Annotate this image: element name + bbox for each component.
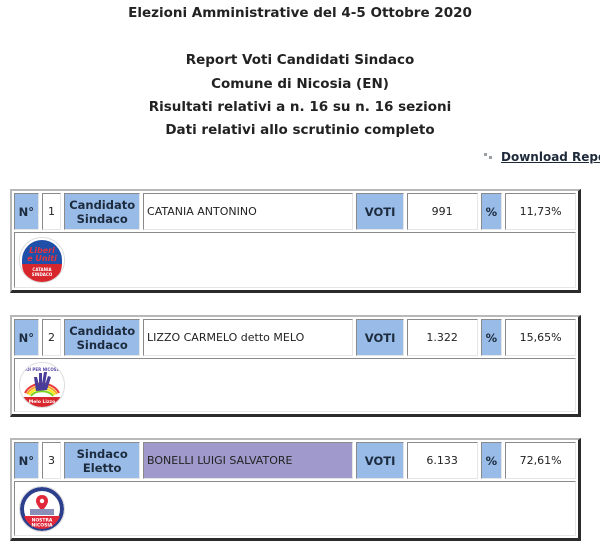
votes-value: 1.322 xyxy=(406,319,478,356)
candidate-name: CATANIA ANTONINO xyxy=(143,193,354,230)
download-report: Download Report xyxy=(484,150,600,164)
candidate-name: LIZZO CARMELO detto MELO xyxy=(143,319,354,356)
svg-text:Melo Lizzo: Melo Lizzo xyxy=(29,399,55,405)
role-line-1: Candidato xyxy=(69,197,136,212)
number-label: N° xyxy=(14,193,39,230)
report-title: Report Voti Candidati Sindaco xyxy=(185,52,415,68)
percent-value: 15,65% xyxy=(505,319,576,356)
svg-text:NOSTRA: NOSTRA xyxy=(32,517,53,523)
candidate-card-2: N° 2 Candidato Sindaco LIZZO CARMELO dett… xyxy=(10,315,581,417)
noi-per-nicosia-logo-icon: Melo Lizzo NOI PER NICOSIA xyxy=(19,362,65,408)
candidate-number: 2 xyxy=(41,319,62,356)
role-line-2: Sindaco xyxy=(76,337,128,352)
list-logo-row: Melo Lizzo NOI PER NICOSIA xyxy=(14,358,576,412)
role-line-2: Sindaco xyxy=(76,211,128,226)
percent-value: 72,61% xyxy=(505,442,576,479)
svg-text:NOI PER NICOSIA: NOI PER NICOSIA xyxy=(23,367,62,372)
role-label: Candidato Sindaco xyxy=(64,319,141,356)
sections-counted: Risultati relativi a n. 16 su n. 16 sezi… xyxy=(148,99,452,115)
candidate-header-row: N° 2 Candidato Sindaco LIZZO CARMELO dett… xyxy=(14,319,576,356)
number-label: N° xyxy=(14,319,39,356)
election-title: Elezioni Amministrative del 4-5 Ottobre … xyxy=(128,5,472,21)
votes-label: VOTI xyxy=(356,442,404,479)
svg-text:NICOSIA: NICOSIA xyxy=(32,522,53,528)
liberi-e-uniti-logo-icon: Liberi e Uniti CATANIA SINDACO xyxy=(19,237,65,283)
download-bullet-icon xyxy=(484,153,494,161)
role-label: Sindaco Eletto xyxy=(64,442,141,479)
svg-text:Liberi: Liberi xyxy=(29,246,55,255)
list-logo-row: NOSTRA NICOSIA xyxy=(14,481,576,536)
percent-label: % xyxy=(480,319,503,356)
count-status: Dati relativi allo scrutinio completo xyxy=(165,122,435,138)
percent-value: 11,73% xyxy=(505,193,576,230)
percent-label: % xyxy=(480,442,503,479)
candidate-number: 1 xyxy=(41,193,62,230)
role-line-1: Sindaco xyxy=(76,446,128,461)
svg-text:e Uniti: e Uniti xyxy=(27,254,57,263)
candidate-card-3: N° 3 Sindaco Eletto BONELLI LUIGI SALVATO… xyxy=(10,438,581,541)
percent-label: % xyxy=(480,193,503,230)
candidate-header-row: N° 3 Sindaco Eletto BONELLI LUIGI SALVATO… xyxy=(14,442,576,479)
votes-label: VOTI xyxy=(356,193,404,230)
votes-value: 6.133 xyxy=(406,442,478,479)
role-label: Candidato Sindaco xyxy=(64,193,141,230)
elected-candidate-name: BONELLI LUIGI SALVATORE xyxy=(143,442,354,479)
candidate-header-row: N° 1 Candidato Sindaco CATANIA ANTONINO V… xyxy=(14,193,576,230)
role-line-1: Candidato xyxy=(69,323,136,338)
svg-text:SINDACO: SINDACO xyxy=(32,272,53,277)
nostra-nicosia-logo-icon: NOSTRA NICOSIA xyxy=(19,485,65,532)
role-line-2: Eletto xyxy=(82,460,122,475)
number-label: N° xyxy=(14,442,39,479)
list-logo-row: Liberi e Uniti CATANIA SINDACO xyxy=(14,232,576,288)
municipality-name: Comune di Nicosia (EN) xyxy=(211,76,389,92)
votes-label: VOTI xyxy=(356,319,404,356)
candidate-number: 3 xyxy=(41,442,62,479)
votes-value: 991 xyxy=(406,193,478,230)
download-report-link[interactable]: Download Report xyxy=(501,150,600,164)
svg-text:CATANIA: CATANIA xyxy=(32,267,52,272)
candidate-card-1: N° 1 Candidato Sindaco CATANIA ANTONINO V… xyxy=(10,189,581,293)
